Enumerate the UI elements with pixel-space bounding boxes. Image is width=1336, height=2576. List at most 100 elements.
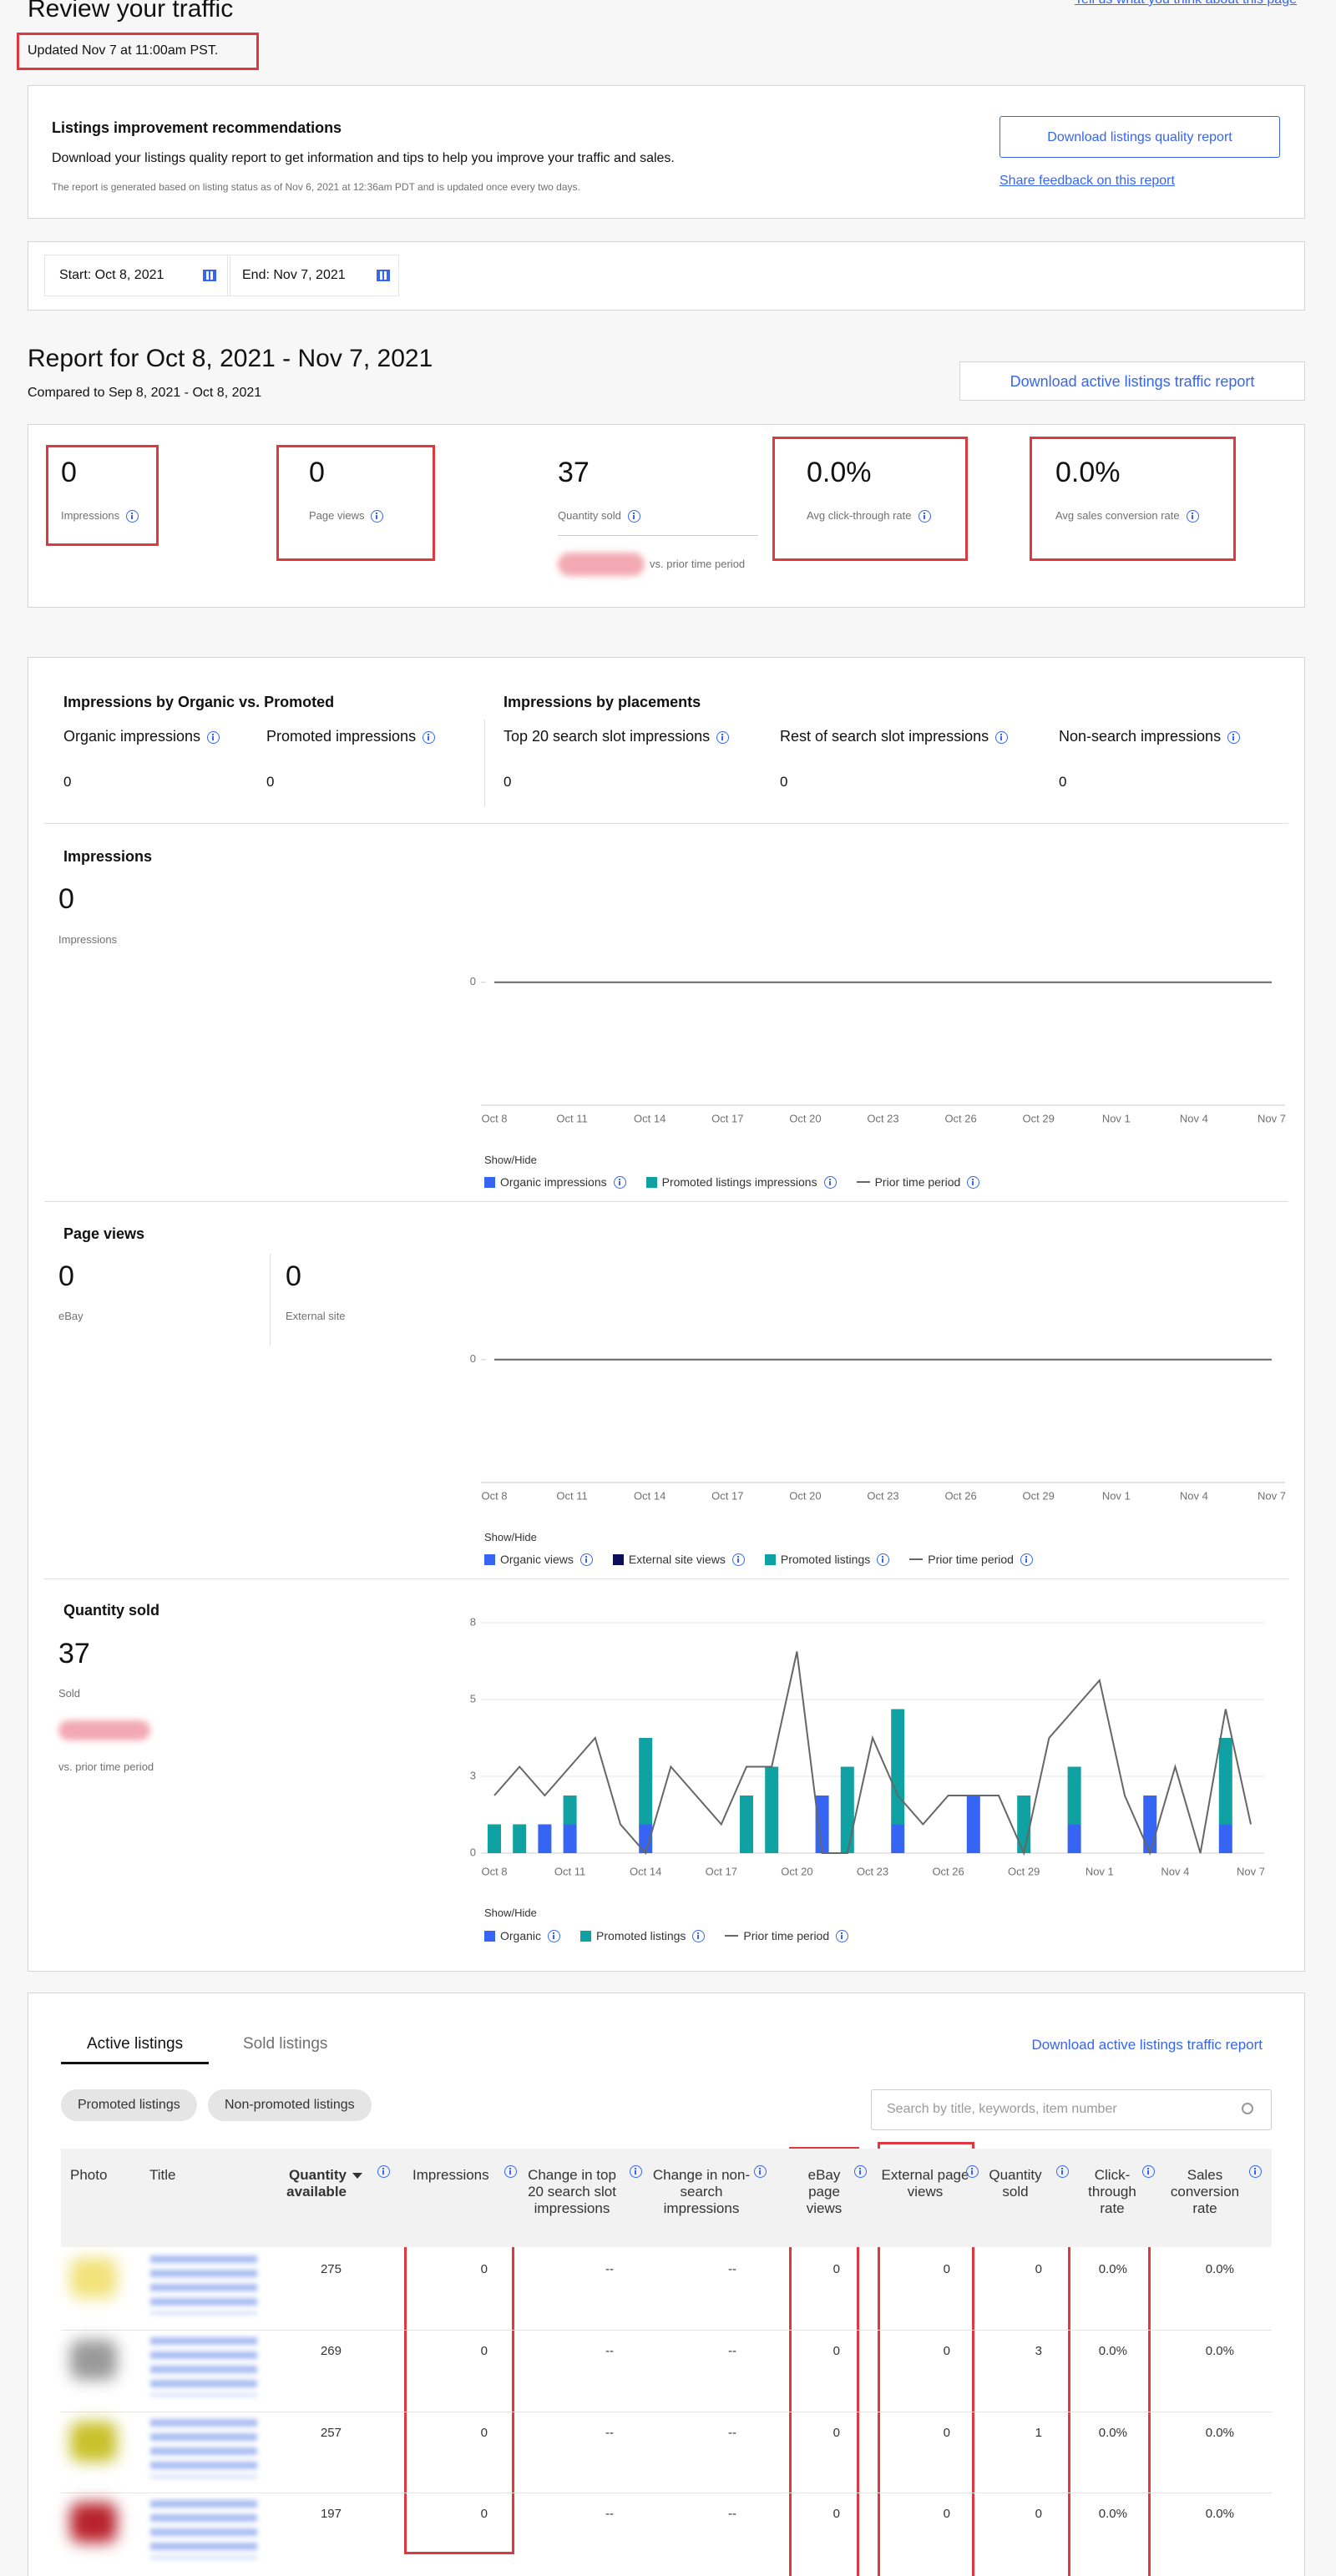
- info-icon[interactable]: [126, 510, 139, 523]
- info-icon[interactable]: [836, 1929, 849, 1942]
- metric-note: vs. prior time period: [650, 558, 746, 570]
- legend-label[interactable]: Organic: [500, 1929, 542, 1942]
- table-download-link[interactable]: Download active listings traffic report: [1031, 2037, 1263, 2053]
- start-date-box[interactable]: [44, 255, 230, 296]
- info-icon[interactable]: [1056, 2165, 1069, 2179]
- info-icon[interactable]: [918, 510, 931, 523]
- legend-label[interactable]: Promoted listings: [780, 1553, 871, 1566]
- calendar-icon[interactable]: [377, 270, 390, 281]
- column-header[interactable]: External page views: [881, 2167, 969, 2200]
- column-header[interactable]: Photo: [70, 2167, 108, 2183]
- filter-chip[interactable]: Non-promoted listings: [208, 2089, 372, 2121]
- listing-photo[interactable]: [70, 2340, 117, 2380]
- listing-photo[interactable]: [70, 2258, 117, 2298]
- legend-item[interactable]: Prior time period: [725, 1929, 849, 1942]
- info-icon[interactable]: [966, 2165, 979, 2179]
- info-icon[interactable]: [877, 1553, 890, 1566]
- legend-item[interactable]: Organic views: [484, 1553, 593, 1566]
- legend-label[interactable]: Promoted listings: [596, 1929, 686, 1942]
- info-icon[interactable]: [1249, 2165, 1262, 2179]
- listing-title[interactable]: [150, 2255, 257, 2314]
- search-placeholder[interactable]: Search by title, keywords, item number: [887, 2102, 1117, 2116]
- calendar-icon[interactable]: [203, 270, 216, 281]
- table-cell: 0: [832, 2426, 840, 2440]
- table-header-bg: [61, 2149, 1272, 2247]
- table-cell: 0.0%: [1098, 2507, 1127, 2521]
- info-icon[interactable]: [579, 1553, 593, 1566]
- info-icon[interactable]: [423, 730, 436, 744]
- filter-chip[interactable]: Promoted listings: [61, 2089, 197, 2121]
- legend-label[interactable]: Prior time period: [874, 1175, 961, 1189]
- column-header[interactable]: Change in top 20 search slot impressions: [528, 2167, 616, 2216]
- listing-photo[interactable]: [70, 2503, 117, 2543]
- info-icon[interactable]: [1186, 510, 1199, 523]
- column-header[interactable]: Click-through rate: [1088, 2167, 1136, 2216]
- legend-label[interactable]: External site views: [628, 1553, 726, 1566]
- info-icon[interactable]: [692, 1929, 706, 1942]
- info-icon[interactable]: [613, 1175, 626, 1189]
- download-traffic-button[interactable]: Download active listings traffic report: [959, 361, 1305, 401]
- column-header[interactable]: Quantity sold: [989, 2167, 1042, 2200]
- legend-item[interactable]: Prior time period: [856, 1175, 980, 1189]
- info-icon[interactable]: [377, 2165, 390, 2179]
- legend-item[interactable]: Organic: [484, 1929, 561, 1942]
- info-icon[interactable]: [716, 730, 730, 744]
- listing-title[interactable]: [150, 2337, 257, 2396]
- info-icon[interactable]: [995, 730, 1009, 744]
- listing-title[interactable]: [150, 2500, 257, 2558]
- info-icon[interactable]: [207, 730, 220, 744]
- legend-label[interactable]: Prior time period: [928, 1553, 1014, 1566]
- info-icon[interactable]: [754, 2165, 767, 2179]
- legend-item[interactable]: Promoted listings: [764, 1553, 890, 1566]
- quality-report-button[interactable]: Download listings quality report: [999, 116, 1280, 158]
- table-cell: 0: [832, 2262, 840, 2276]
- tab-active[interactable]: Active listings: [87, 2035, 184, 2053]
- info-icon[interactable]: [1142, 2165, 1155, 2179]
- share-feedback-link[interactable]: Share feedback on this report: [999, 174, 1175, 188]
- listing-photo[interactable]: [70, 2422, 117, 2462]
- info-icon[interactable]: [1227, 730, 1241, 744]
- tab-sold[interactable]: Sold listings: [243, 2035, 328, 2053]
- info-icon[interactable]: [627, 510, 640, 523]
- column-header[interactable]: Quantity available: [286, 2167, 347, 2200]
- listing-title[interactable]: [150, 2419, 257, 2478]
- column-header[interactable]: Title: [149, 2167, 176, 2183]
- info-icon[interactable]: [630, 2165, 642, 2179]
- end-date-box[interactable]: [227, 255, 399, 296]
- legend-item[interactable]: Organic impressions: [484, 1175, 626, 1189]
- info-icon[interactable]: [731, 1553, 745, 1566]
- column-header[interactable]: Change in non-search impressions: [652, 2167, 751, 2216]
- updated-text: Updated Nov 7 at 11:00am PST.: [28, 43, 219, 58]
- column-header[interactable]: Sales conversion rate: [1170, 2167, 1240, 2216]
- summary-value: 0: [58, 883, 74, 915]
- legend-item[interactable]: Promoted listings: [580, 1929, 706, 1942]
- legend-label[interactable]: Organic impressions: [500, 1175, 607, 1189]
- legend-title: Show/Hide: [484, 1531, 537, 1543]
- column-header[interactable]: eBay page views: [806, 2167, 843, 2216]
- legend-label[interactable]: Promoted listings impressions: [661, 1175, 817, 1189]
- end-date[interactable]: End: Nov 7, 2021: [242, 268, 346, 282]
- info-icon[interactable]: [1020, 1553, 1033, 1566]
- feedback-link[interactable]: Tell us what you think about this page: [1075, 0, 1297, 8]
- column-header[interactable]: Impressions: [412, 2167, 489, 2183]
- search-box[interactable]: [871, 2089, 1272, 2130]
- legend-marker: [856, 1181, 870, 1183]
- legend-item[interactable]: Promoted listings impressions: [645, 1175, 837, 1189]
- legend-label[interactable]: Prior time period: [743, 1929, 830, 1942]
- info-icon[interactable]: [823, 1175, 837, 1189]
- info-icon[interactable]: [854, 2165, 867, 2179]
- legend-item[interactable]: Prior time period: [909, 1553, 1033, 1566]
- info-icon[interactable]: [504, 2165, 517, 2179]
- info-icon[interactable]: [548, 1929, 561, 1942]
- info-icon[interactable]: [967, 1175, 980, 1189]
- legend-marker: [909, 1558, 924, 1560]
- table-cell: 1: [1035, 2426, 1042, 2440]
- sort-caret[interactable]: [352, 2173, 362, 2179]
- highlight-box: [1030, 437, 1236, 561]
- legend-label[interactable]: Organic views: [500, 1553, 574, 1566]
- start-date[interactable]: Start: Oct 8, 2021: [59, 268, 164, 282]
- info-icon[interactable]: [371, 510, 384, 523]
- legend-item[interactable]: External site views: [612, 1553, 745, 1566]
- breakdown-divider: [484, 720, 485, 806]
- column-info: [848, 2164, 867, 2179]
